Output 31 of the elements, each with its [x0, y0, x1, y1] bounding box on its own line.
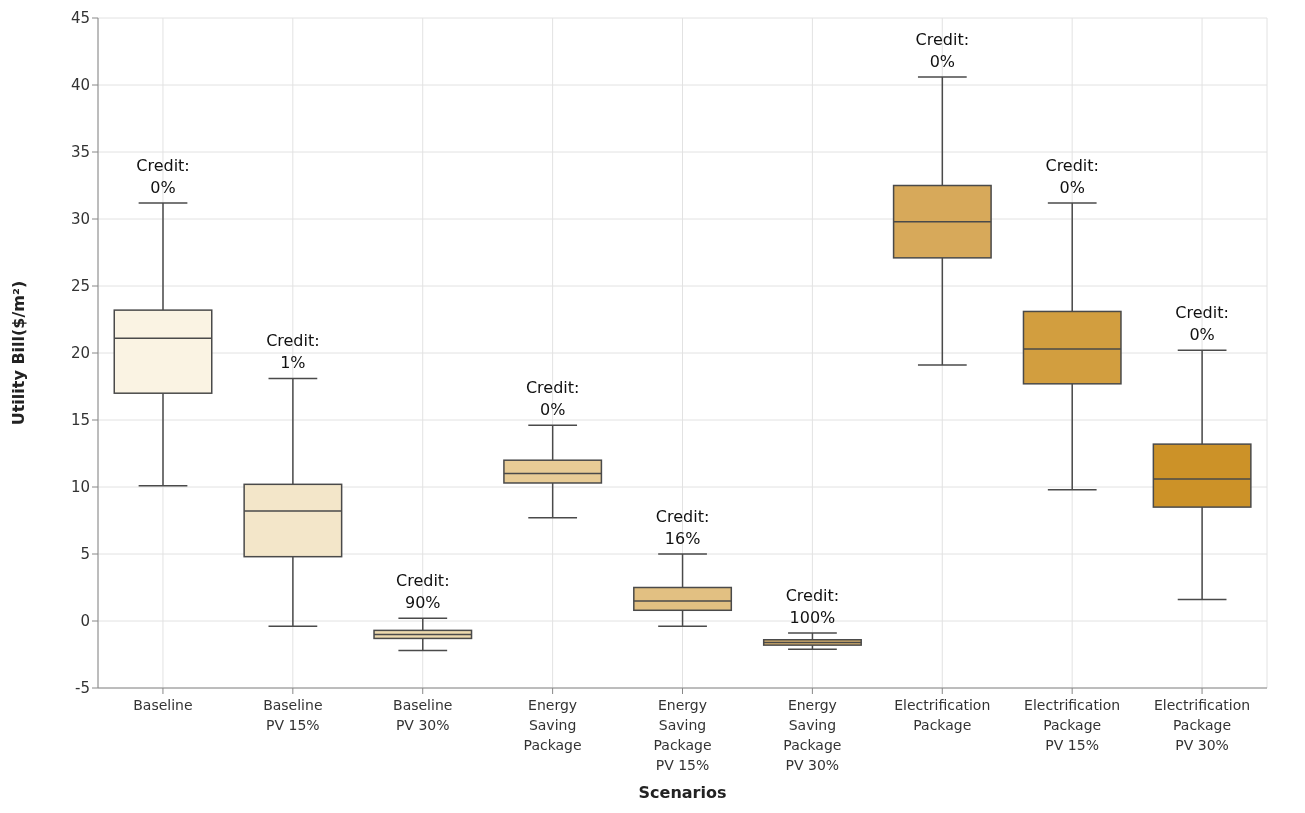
y-tick-label: 40	[70, 76, 90, 95]
y-tick-label: 0	[80, 612, 90, 631]
annotation: Credit: 100%	[785, 586, 840, 628]
x-tick-label: Energy Saving Package PV 30%	[783, 697, 842, 773]
y-tick-label: 20	[70, 344, 90, 363]
y-axis-title: Utility Bill($/m²)	[8, 280, 28, 426]
annotation: Credit: 16%	[655, 507, 710, 548]
annotation: Credit: 0%	[1045, 155, 1099, 197]
annotation: Credit: 0%	[525, 378, 580, 420]
annotation: Credit: 90%	[396, 571, 450, 613]
x-axis-title: Scenarios	[638, 783, 727, 802]
y-tick-label: -5	[75, 679, 90, 698]
y-tick-label: 15	[70, 411, 90, 430]
annotation: Credit: 0%	[915, 29, 970, 71]
y-tick-label: 30	[70, 210, 90, 229]
x-tick-label: Electrification Package PV 15%	[1024, 697, 1121, 753]
y-tick-label: 35	[70, 143, 90, 162]
y-tick-label: 10	[70, 478, 90, 497]
x-tick-label: Electrification Package PV 30%	[1154, 697, 1251, 753]
y-tick-label: 5	[80, 545, 90, 564]
x-tick-label: Energy Saving Package PV 15%	[653, 697, 712, 773]
y-tick-label: 25	[70, 277, 90, 296]
annotation: Credit: 0%	[1175, 303, 1229, 345]
x-tick-label: Energy Saving Package	[523, 697, 582, 753]
annotation: Credit: 1%	[266, 331, 320, 373]
x-tick-label: Electrification Package	[894, 697, 991, 733]
x-tick-label: Baseline PV 15%	[263, 697, 323, 733]
x-tick-label: Baseline	[133, 697, 193, 713]
x-tick-label: Baseline PV 30%	[393, 697, 453, 733]
y-tick-label: 45	[70, 9, 90, 28]
annotation: Credit: 0%	[136, 155, 190, 197]
